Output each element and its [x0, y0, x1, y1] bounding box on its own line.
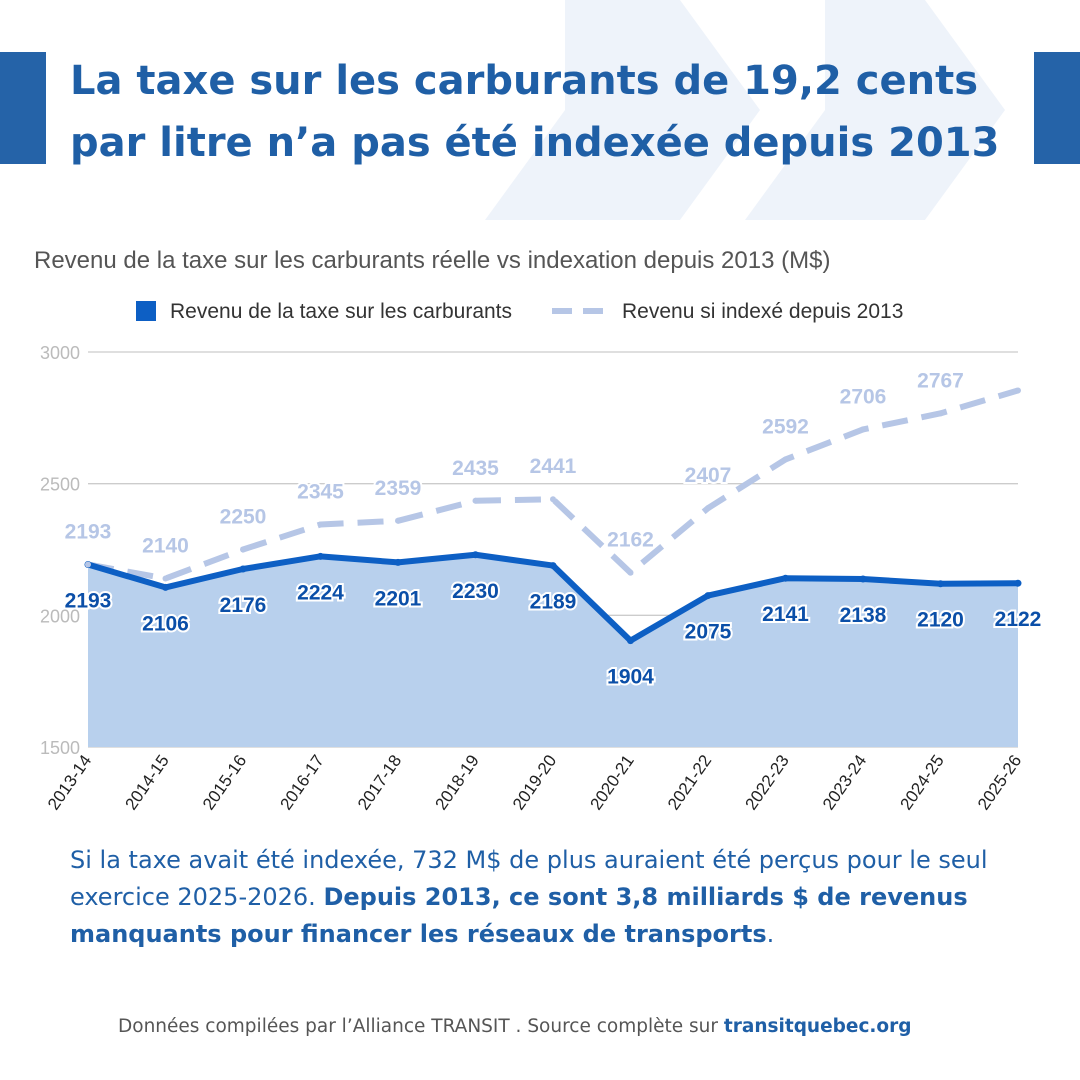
x-tick-label: 2025-26: [974, 751, 1025, 813]
indexed-data-label: 2767: [917, 369, 964, 392]
actual-data-label: 2075: [685, 621, 732, 644]
y-tick-label: 3000: [40, 343, 80, 363]
x-tick-label: 2021-22: [664, 751, 715, 813]
actual-data-label: 2120: [917, 609, 964, 632]
actual-data-label: 2224: [297, 581, 344, 604]
x-tick-label: 2024-25: [896, 751, 947, 813]
actual-point: [162, 583, 169, 591]
indexed-point: [550, 496, 556, 503]
x-tick-label: 2022-23: [741, 751, 792, 813]
indexed-data-label: 2435: [452, 457, 499, 480]
y-tick-label: 2000: [40, 606, 80, 626]
indexed-point: [705, 505, 711, 512]
accent-bar-left: [0, 52, 46, 164]
indexed-point: [1015, 387, 1021, 394]
source-link[interactable]: transitquebec.org: [723, 1016, 912, 1037]
x-tick-label: 2020-21: [586, 751, 637, 813]
indexed-point: [937, 410, 944, 417]
actual-point: [859, 575, 867, 583]
actual-point: [317, 552, 324, 560]
indexed-series-line: [87, 387, 1019, 582]
actual-data-label: 2138: [840, 604, 887, 627]
indexed-point: [317, 521, 324, 528]
indexed-data-label: 2706: [840, 385, 887, 408]
indexed-data-label: 2407: [685, 464, 732, 487]
y-tick-label: 1500: [40, 738, 80, 758]
x-tick-label: 2014-15: [121, 751, 172, 813]
x-tick-label: 2013-14: [44, 751, 95, 813]
actual-data-label: 2189: [530, 591, 577, 614]
actual-data-label: 2122: [995, 608, 1042, 631]
actual-point: [627, 637, 634, 645]
indexed-data-label: 2140: [142, 534, 189, 557]
x-tick-label: 2017-18: [354, 751, 405, 813]
y-tick-label: 2500: [40, 475, 80, 495]
indexed-point: [627, 569, 634, 576]
x-tick-label: 2019-20: [509, 751, 560, 813]
page-title: La taxe sur les carburants de 19,2 cents…: [70, 58, 1000, 166]
indexed-point: [860, 426, 866, 433]
actual-point: [1014, 579, 1022, 587]
actual-point: [704, 592, 712, 600]
actual-point: [937, 580, 944, 588]
summary-emphasis: Depuis 2013, ce sont 3,8 milliards $ de …: [70, 883, 968, 948]
indexed-data-label: 2193: [65, 521, 112, 544]
actual-data-label: 2201: [375, 587, 422, 610]
legend-label-indexed: Revenu si indexé depuis 2013: [622, 300, 903, 323]
legend-label-actual: Revenu de la taxe sur les carburants: [170, 300, 512, 323]
summary-intro: Si la taxe avait été indexée, 732 M$ de …: [70, 846, 988, 911]
indexed-data-label: 2441: [530, 455, 577, 478]
x-tick-label: 2015-16: [199, 751, 250, 813]
indexed-point: [472, 497, 479, 504]
chevron-decoration-icon: [485, 0, 1005, 220]
indexed-data-label: 2592: [762, 415, 809, 438]
x-tick-label: 2016-17: [276, 751, 327, 813]
revenue-chart: Revenu de la taxe sur les carburants Reve…: [40, 300, 1043, 813]
indexed-point: [782, 456, 789, 463]
actual-point: [782, 574, 789, 582]
actual-data-label: 1904: [607, 666, 654, 689]
actual-data-label: 2141: [762, 603, 809, 626]
accent-bar-right: [1034, 52, 1080, 164]
indexed-data-label: 2359: [375, 477, 422, 500]
indexed-point: [395, 517, 401, 524]
summary-text: Si la taxe avait été indexée, 732 M$ de …: [70, 842, 1030, 953]
actual-data-label: 2106: [142, 612, 189, 635]
indexed-point: [162, 575, 169, 582]
indexed-point: [240, 546, 246, 553]
indexed-data-label: 2250: [220, 506, 267, 529]
actual-data-label: 2193: [65, 590, 112, 613]
actual-point: [239, 565, 247, 573]
actual-point: [394, 558, 402, 566]
actual-point: [549, 562, 557, 570]
indexed-data-label: 2162: [607, 529, 654, 552]
actual-point: [472, 551, 479, 559]
chart-title: Revenu de la taxe sur les carburants rée…: [34, 247, 831, 274]
actual-data-label: 2176: [220, 594, 267, 617]
credit-text: Données compilées par l’Alliance TRANSIT…: [118, 1016, 724, 1037]
indexed-data-label: 2345: [297, 480, 344, 503]
x-tick-label: 2018-19: [431, 751, 482, 813]
indexed-point: [85, 561, 91, 568]
summary-end: .: [766, 920, 775, 948]
x-tick-label: 2023-24: [819, 751, 870, 813]
source-credit: Données compilées par l’Alliance TRANSIT…: [118, 1016, 912, 1037]
actual-area: [88, 554, 1018, 747]
actual-data-label: 2230: [452, 580, 499, 603]
legend-swatch-actual: [136, 301, 156, 321]
